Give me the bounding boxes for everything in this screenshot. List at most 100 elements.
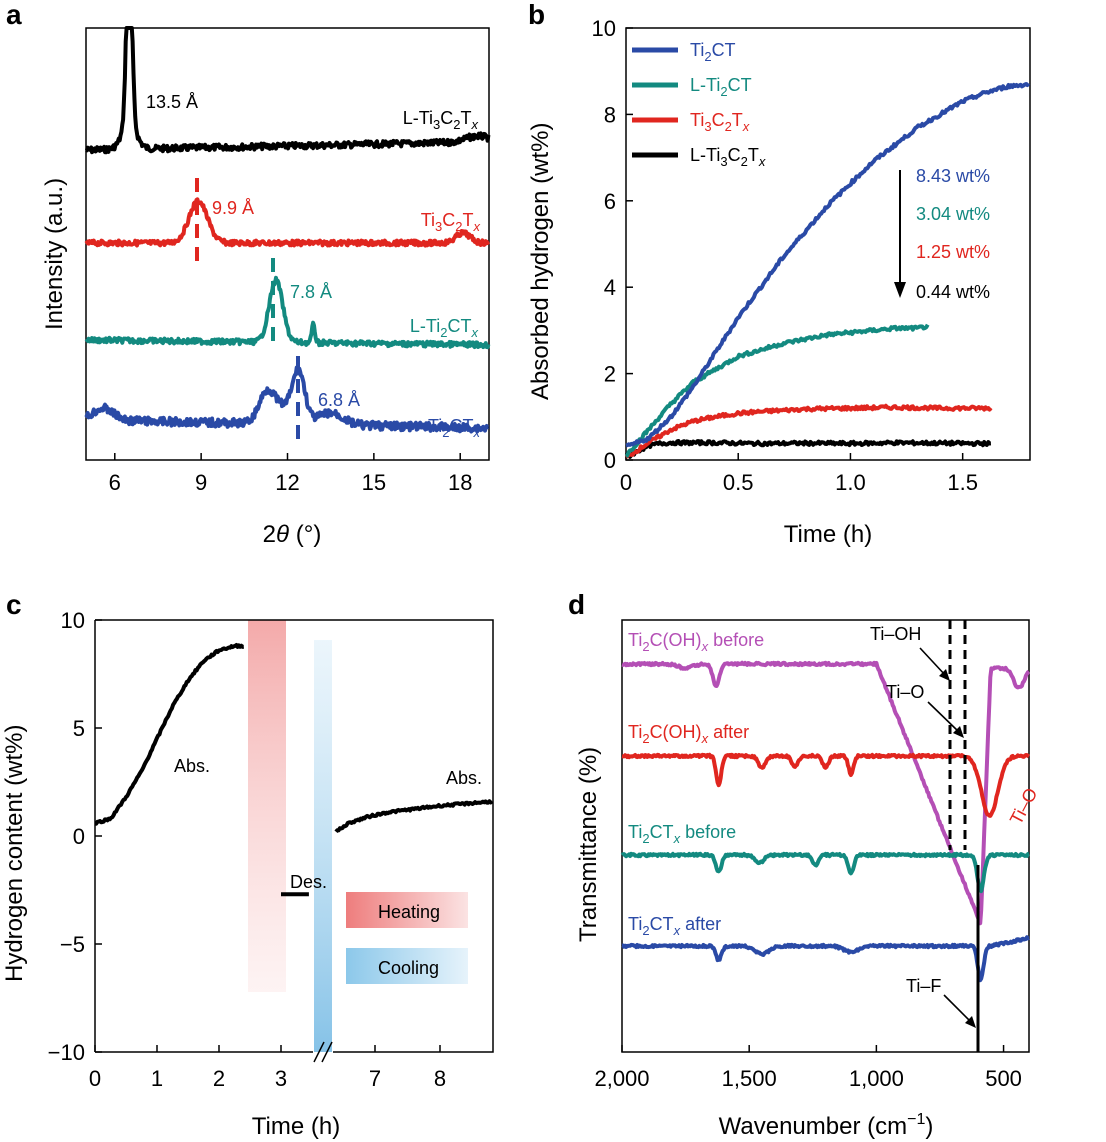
ftir-curve-0 bbox=[621, 660, 1031, 926]
d-spacing-l-ti2ctx: 7.8 Å bbox=[290, 282, 332, 302]
panel-d-xtick-label: 1,500 bbox=[722, 1066, 777, 1091]
axis-break-mark-2 bbox=[321, 1041, 333, 1063]
series-label-l-ti3c2tx: L-Ti3C2Tx bbox=[403, 108, 479, 132]
panel-d: 2,000 1,500 1,000 500 Ti–OH Ti–O Ti–O Ti–F … bbox=[575, 619, 1042, 1140]
panel-b-xtick-label: 1.0 bbox=[835, 470, 866, 495]
panel-b: 0 0.5 1.0 1.5 0 2 4 6 8 10 Absorbed hydrogen (wt%… bbox=[527, 16, 1031, 548]
panel-b-ytick-label: 2 bbox=[604, 362, 616, 387]
panel-a-xtick-label: 12 bbox=[275, 470, 299, 495]
legend-label-ti3c2tx: Ti3C2Tx bbox=[690, 110, 750, 134]
panel-c-xtick-label: 8 bbox=[434, 1066, 446, 1091]
xrd-curve-1 bbox=[84, 197, 491, 248]
panel-c-xtick-label: 0 bbox=[89, 1066, 101, 1091]
curve-label-ti2coh-after: Ti2C(OH)x after bbox=[628, 722, 749, 746]
ti-f-arrow bbox=[943, 994, 973, 1024]
panel-letter-c: c bbox=[6, 589, 22, 620]
heating-legend-label: Heating bbox=[378, 902, 440, 922]
panel-c-xtick-label: 2 bbox=[213, 1066, 225, 1091]
panel-c-ytick-label: −10 bbox=[48, 1040, 85, 1065]
panel-a-xlabel: 2θ (°) bbox=[263, 521, 322, 548]
annotation-abs-1: Abs. bbox=[174, 756, 210, 776]
panel-a-xtick-label: 15 bbox=[362, 470, 386, 495]
panel-b-legend: Ti2CT L-Ti2CT Ti3C2Tx L-Ti3C2Tx bbox=[632, 40, 766, 169]
panel-b-xlabel: Time (h) bbox=[784, 521, 872, 548]
hydrogen-cycle-curve-0 bbox=[94, 643, 245, 826]
series-label-ti3c2tx: Ti3C2Tx bbox=[421, 210, 481, 234]
panel-c: 0 1 2 3 7 8 −10 −5 0 5 10 Hydrogen content (wt%) T… bbox=[1, 608, 494, 1140]
absorption-curve-L-Ti3C2Tx bbox=[625, 439, 992, 459]
panel-b-xtick-label: 0.5 bbox=[723, 470, 754, 495]
panel-c-xtick-label: 7 bbox=[369, 1066, 381, 1091]
ti-o-arrow bbox=[927, 701, 961, 734]
cooling-region bbox=[314, 640, 332, 1052]
panel-b-ytick-label: 10 bbox=[592, 16, 616, 41]
ti-o-arrowhead bbox=[953, 726, 964, 738]
annotation-abs-2: Abs. bbox=[446, 768, 482, 788]
final-value-ti3c2tx: 1.25 wt% bbox=[916, 242, 990, 262]
panel-c-ytick-label: −5 bbox=[60, 932, 85, 957]
panel-b-ytick-label: 4 bbox=[604, 275, 616, 300]
panel-a-xtick-label: 6 bbox=[109, 470, 121, 495]
annotation-ti-oh: Ti–OH bbox=[870, 624, 921, 644]
ftir-curve-2 bbox=[620, 851, 1030, 894]
legend-label-l-ti2ct: L-Ti2CT bbox=[690, 75, 752, 99]
series-label-ti2ctx: Ti2CTx bbox=[428, 416, 481, 440]
panel-d-frame bbox=[621, 619, 1030, 1053]
ti-oh-arrowhead bbox=[939, 669, 950, 681]
cooling-legend-swatch bbox=[346, 948, 468, 984]
panel-d-xlabel: Wavenumber (cm−1) bbox=[719, 1111, 934, 1140]
absorption-curve-L-Ti2CT bbox=[624, 323, 930, 458]
panel-letter-a: a bbox=[6, 0, 22, 30]
absorption-curve-Ti2CT bbox=[625, 82, 1031, 448]
panel-a: 6 9 12 15 18 Intensity (a.u.) 2θ (°) 13.5 Å … bbox=[41, 26, 491, 548]
panel-d-xtick-label: 500 bbox=[985, 1066, 1022, 1091]
decrease-arrowhead bbox=[894, 282, 906, 298]
heating-legend-swatch bbox=[346, 892, 468, 928]
panel-c-ytick-label: 10 bbox=[61, 608, 85, 633]
curve-label-ti2coh-before: Ti2C(OH)x before bbox=[628, 630, 764, 654]
panel-a-xtick-label: 18 bbox=[448, 470, 472, 495]
annotation-ti-o: Ti–O bbox=[886, 682, 924, 702]
d-spacing-ti3c2tx: 9.9 Å bbox=[212, 198, 254, 218]
hydrogen-cycle-curve-2 bbox=[334, 799, 494, 834]
annotation-ti-f: Ti–F bbox=[906, 976, 941, 996]
panel-b-xtick-label: 0 bbox=[620, 470, 632, 495]
ftir-curve-3 bbox=[621, 935, 1030, 983]
final-value-l-ti2ct: 3.04 wt% bbox=[916, 204, 990, 224]
panel-b-ytick-label: 8 bbox=[604, 102, 616, 127]
d-spacing-ti2ctx: 6.8 Å bbox=[318, 390, 360, 410]
panel-letter-b: b bbox=[528, 0, 545, 30]
annotation-ti-o-rotated: Ti–O bbox=[1006, 785, 1042, 828]
xrd-curve-2 bbox=[84, 275, 491, 350]
curve-label-ti2ctx-after: Ti2CTx after bbox=[628, 914, 721, 938]
panel-b-xtick-label: 1.5 bbox=[947, 470, 978, 495]
panel-b-frame bbox=[625, 27, 1031, 461]
panel-d-ylabel: Transmittance (%) bbox=[575, 747, 602, 942]
panel-d-xtick-label: 2,000 bbox=[594, 1066, 649, 1091]
panel-b-ylabel: Absorbed hydrogen (wt%) bbox=[527, 123, 554, 400]
heating-region bbox=[248, 620, 286, 992]
curve-label-ti2ctx-before: Ti2CTx before bbox=[628, 822, 736, 846]
panel-c-xtick-label: 1 bbox=[151, 1066, 163, 1091]
final-value-l-ti3c2tx: 0.44 wt% bbox=[916, 282, 990, 302]
panel-letter-d: d bbox=[568, 589, 585, 620]
panel-c-ytick-label: 0 bbox=[73, 824, 85, 849]
panel-c-xtick-label: 3 bbox=[275, 1066, 287, 1091]
xrd-curve-0 bbox=[84, 26, 491, 155]
panel-a-ylabel: Intensity (a.u.) bbox=[41, 178, 68, 330]
cooling-legend-label: Cooling bbox=[378, 958, 439, 978]
panel-c-ytick-label: 5 bbox=[73, 716, 85, 741]
panel-d-xtick-label: 1,000 bbox=[849, 1066, 904, 1091]
legend-label-ti2ct: Ti2CT bbox=[690, 40, 736, 64]
ti-oh-arrow bbox=[919, 647, 947, 677]
panel-c-xlabel: Time (h) bbox=[252, 1113, 340, 1140]
legend-label-l-ti3c2tx: L-Ti3C2Tx bbox=[690, 145, 766, 169]
panel-b-ytick-label: 0 bbox=[604, 448, 616, 473]
panel-c-ylabel: Hydrogen content (wt%) bbox=[1, 725, 28, 982]
panel-c-frame bbox=[95, 619, 494, 1053]
axis-break-mark-1 bbox=[313, 1041, 325, 1063]
absorption-curve-Ti3C2Tx bbox=[624, 403, 993, 459]
series-label-l-ti2ctx: L-Ti2CTx bbox=[410, 316, 479, 340]
d-spacing-l-ti3c2tx: 13.5 Å bbox=[146, 92, 198, 112]
